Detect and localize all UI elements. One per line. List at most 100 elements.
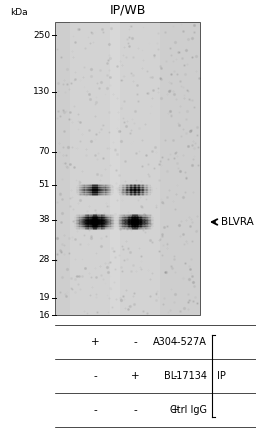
Bar bbox=[89, 195, 90, 196]
Bar bbox=[86, 222, 87, 223]
Bar bbox=[98, 184, 99, 185]
Bar bbox=[124, 225, 125, 226]
Bar bbox=[140, 194, 141, 195]
Bar bbox=[113, 220, 114, 221]
Bar bbox=[77, 223, 78, 224]
Bar bbox=[81, 193, 82, 195]
Bar bbox=[147, 219, 148, 220]
Bar bbox=[121, 222, 122, 223]
Bar bbox=[147, 189, 148, 190]
Bar bbox=[104, 219, 105, 220]
Bar bbox=[130, 215, 131, 217]
Bar bbox=[139, 227, 140, 228]
Bar bbox=[101, 227, 102, 229]
Bar bbox=[90, 214, 91, 215]
Bar bbox=[96, 218, 97, 219]
Bar bbox=[117, 222, 118, 223]
Bar bbox=[139, 225, 140, 226]
Bar bbox=[138, 195, 139, 196]
Bar bbox=[134, 217, 135, 218]
Bar bbox=[93, 220, 94, 221]
Bar bbox=[92, 186, 93, 187]
Bar bbox=[103, 215, 104, 217]
Bar bbox=[129, 216, 130, 217]
Bar bbox=[93, 226, 94, 227]
Bar bbox=[95, 221, 96, 222]
Bar bbox=[153, 219, 154, 220]
Bar bbox=[109, 218, 110, 219]
Bar bbox=[83, 186, 84, 187]
Bar bbox=[143, 220, 144, 221]
Bar bbox=[125, 193, 126, 194]
Bar bbox=[97, 185, 98, 186]
Bar bbox=[116, 225, 117, 226]
Bar bbox=[101, 222, 102, 223]
Bar bbox=[105, 224, 106, 225]
Bar bbox=[136, 215, 137, 216]
Bar bbox=[134, 192, 135, 193]
Bar bbox=[149, 226, 150, 227]
Bar bbox=[129, 192, 130, 193]
Bar bbox=[146, 227, 147, 228]
Bar bbox=[146, 220, 147, 221]
Bar bbox=[130, 225, 131, 226]
Bar bbox=[91, 217, 92, 218]
Bar bbox=[142, 226, 143, 227]
Bar bbox=[139, 192, 140, 193]
Bar bbox=[134, 220, 135, 221]
Bar bbox=[91, 218, 92, 219]
Bar bbox=[88, 222, 89, 223]
Bar bbox=[102, 224, 103, 225]
Bar bbox=[95, 219, 96, 220]
Bar bbox=[137, 187, 138, 188]
Bar bbox=[101, 189, 102, 190]
Bar bbox=[90, 226, 91, 227]
Bar bbox=[132, 193, 133, 195]
Bar bbox=[151, 192, 152, 193]
Bar bbox=[144, 224, 145, 225]
Bar bbox=[80, 190, 81, 191]
Bar bbox=[127, 187, 128, 188]
Bar bbox=[76, 216, 77, 217]
Bar bbox=[151, 229, 152, 230]
Bar bbox=[96, 187, 97, 188]
Bar bbox=[123, 186, 124, 187]
Bar bbox=[90, 225, 91, 226]
Bar bbox=[80, 195, 81, 196]
Bar bbox=[99, 223, 100, 224]
Bar bbox=[120, 186, 121, 187]
Bar bbox=[138, 184, 139, 185]
Bar bbox=[123, 220, 124, 221]
Bar bbox=[131, 222, 132, 223]
Bar bbox=[147, 221, 148, 222]
Bar bbox=[137, 219, 138, 220]
Bar bbox=[126, 193, 127, 194]
Bar bbox=[104, 214, 105, 215]
Bar bbox=[123, 226, 124, 227]
Bar bbox=[146, 223, 147, 224]
Bar bbox=[90, 187, 91, 188]
Bar bbox=[142, 224, 143, 225]
Bar bbox=[82, 193, 83, 194]
Bar bbox=[97, 193, 98, 195]
Bar bbox=[78, 226, 79, 227]
Bar bbox=[112, 190, 113, 191]
Bar bbox=[126, 186, 127, 187]
Bar bbox=[139, 221, 140, 222]
Bar bbox=[80, 227, 81, 228]
Bar bbox=[148, 223, 149, 224]
Bar bbox=[110, 225, 111, 226]
Bar bbox=[90, 193, 91, 195]
Bar bbox=[76, 224, 77, 225]
Bar bbox=[78, 219, 79, 220]
Bar bbox=[136, 226, 137, 227]
Bar bbox=[145, 216, 146, 217]
Bar bbox=[92, 223, 93, 224]
Bar bbox=[102, 223, 103, 224]
Bar bbox=[97, 185, 98, 186]
Bar bbox=[86, 227, 87, 229]
Bar bbox=[113, 219, 114, 220]
Bar bbox=[89, 218, 90, 219]
Bar bbox=[107, 226, 108, 227]
Bar bbox=[133, 185, 134, 186]
